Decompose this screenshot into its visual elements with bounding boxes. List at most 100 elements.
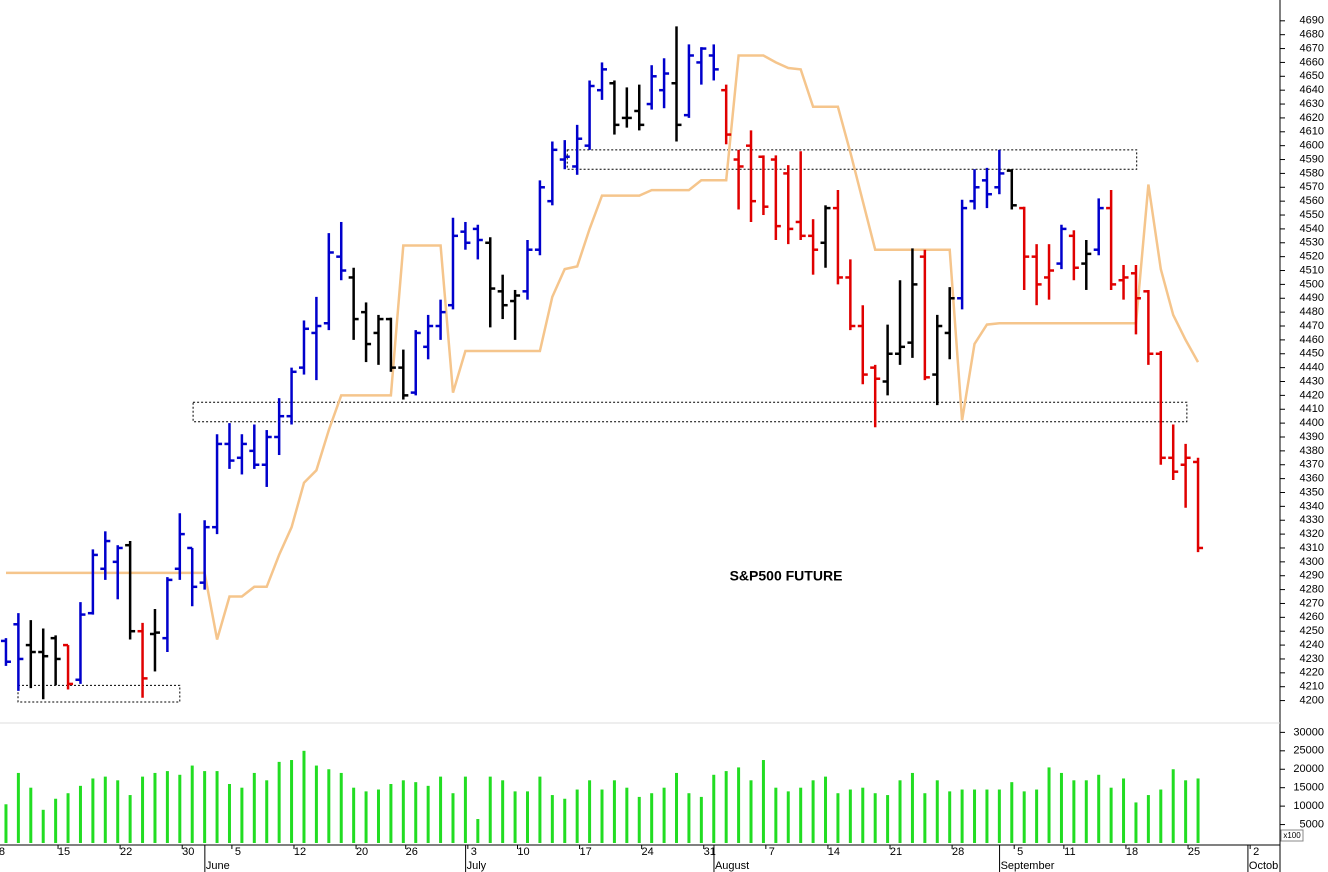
y-tick-label: 4250 [1300, 625, 1324, 637]
y-tick-label: 4640 [1300, 84, 1324, 96]
volume-bar [1072, 780, 1076, 843]
volume-bar [414, 782, 418, 843]
x-tick-label: 30 [182, 846, 194, 858]
volume-tick-label: 15000 [1293, 782, 1324, 794]
volume-bar [1084, 780, 1088, 843]
volume-bar [588, 780, 592, 843]
volume-bar [401, 780, 405, 843]
y-tick-label: 4550 [1300, 209, 1324, 221]
y-tick-label: 4690 [1300, 15, 1324, 27]
volume-bar [501, 780, 505, 843]
volume-bar [215, 771, 219, 843]
volume-bar [538, 776, 542, 843]
x-tick-label: 21 [890, 846, 902, 858]
y-tick-label: 4370 [1300, 459, 1324, 471]
volume-bar [252, 772, 256, 843]
volume-bar [1146, 795, 1150, 843]
volume-tick-label: 25000 [1293, 745, 1324, 757]
volume-bar [41, 809, 45, 843]
y-tick-label: 4220 [1300, 667, 1324, 679]
zone [17, 684, 181, 703]
volume-bar [761, 760, 765, 843]
volume-bar [66, 793, 70, 843]
y-tick-label: 4460 [1300, 334, 1324, 346]
y-tick-label: 4280 [1300, 584, 1324, 596]
y-tick-label: 4210 [1300, 681, 1324, 693]
volume-bar [265, 780, 269, 843]
y-tick-label: 4230 [1300, 653, 1324, 665]
volume-bar [513, 791, 517, 843]
volume-bar [662, 787, 666, 843]
volume-bar [4, 804, 8, 843]
volume-bar [637, 796, 641, 843]
volume-bar [699, 796, 703, 843]
volume-bar [463, 776, 467, 843]
y-tick-label: 4340 [1300, 500, 1324, 512]
volume-bar [910, 772, 914, 843]
volume-bar [128, 795, 132, 843]
volume-bar [1196, 778, 1200, 843]
y-tick-label: 4620 [1300, 112, 1324, 124]
volume-bar [153, 772, 157, 843]
y-tick-label: 4450 [1300, 348, 1324, 360]
volume-bar [78, 785, 82, 843]
y-tick-label: 4610 [1300, 126, 1324, 138]
x-tick-label: 26 [406, 846, 418, 858]
y-tick-label: 4300 [1300, 556, 1324, 568]
month-label: June [206, 860, 230, 872]
volume-bar [1109, 787, 1113, 843]
x-tick-label: 15 [58, 846, 70, 858]
volume-bar [973, 789, 977, 843]
y-tick-label: 4680 [1300, 29, 1324, 41]
volume-bar [1097, 774, 1101, 843]
y-tick-label: 4480 [1300, 306, 1324, 318]
y-tick-label: 4590 [1300, 153, 1324, 165]
x-tick-label: 5 [235, 846, 241, 858]
y-tick-label: 4330 [1300, 514, 1324, 526]
volume-bar [774, 787, 778, 843]
x-tick-label: 8 [0, 846, 5, 858]
x-tick-label: 11 [1064, 846, 1075, 858]
x-tick-label: 31 [704, 846, 716, 858]
y-tick-label: 4490 [1300, 292, 1324, 304]
volume-bar [625, 787, 629, 843]
volume-bar [16, 772, 20, 843]
volume-bar [550, 795, 554, 843]
y-tick-label: 4670 [1300, 42, 1324, 54]
unit-box [1280, 829, 1304, 842]
y-tick-label: 4290 [1300, 570, 1324, 582]
volume-bar [376, 789, 380, 843]
y-tick-label: 4200 [1300, 694, 1324, 706]
x-tick-label: 20 [356, 846, 368, 858]
volume-bar [290, 760, 294, 843]
volume-bar [612, 780, 616, 843]
x-tick-label: 7 [769, 846, 775, 858]
volume-bar [488, 776, 492, 843]
x-tick-label: 3 [471, 846, 477, 858]
x-tick-label: 14 [828, 846, 840, 858]
volume-bar [960, 789, 964, 843]
zone [566, 149, 1138, 170]
x-tick-label: 24 [642, 846, 654, 858]
volume-bar [687, 793, 691, 843]
x-tick-label: 2 [1253, 846, 1259, 858]
volume-bar [737, 767, 741, 843]
volume-bar [178, 774, 182, 843]
volume-bar [165, 771, 169, 843]
y-tick-label: 4390 [1300, 431, 1324, 443]
volume-bar [141, 776, 145, 843]
x-tick-label: 12 [294, 846, 306, 858]
month-label: Octob [1249, 860, 1278, 872]
volume-unit: x100 [1283, 831, 1301, 840]
volume-bar [861, 787, 865, 843]
month-label: August [715, 860, 749, 872]
month-label: July [467, 860, 487, 872]
month-label: September [1001, 860, 1055, 872]
volume-bar [997, 789, 1001, 843]
volume-bar [203, 771, 207, 843]
volume-bar [116, 780, 120, 843]
volume-bar [712, 774, 716, 843]
x-tick-label: 5 [1017, 846, 1023, 858]
volume-tick-label: 5000 [1300, 818, 1324, 830]
volume-bar [1159, 789, 1163, 843]
